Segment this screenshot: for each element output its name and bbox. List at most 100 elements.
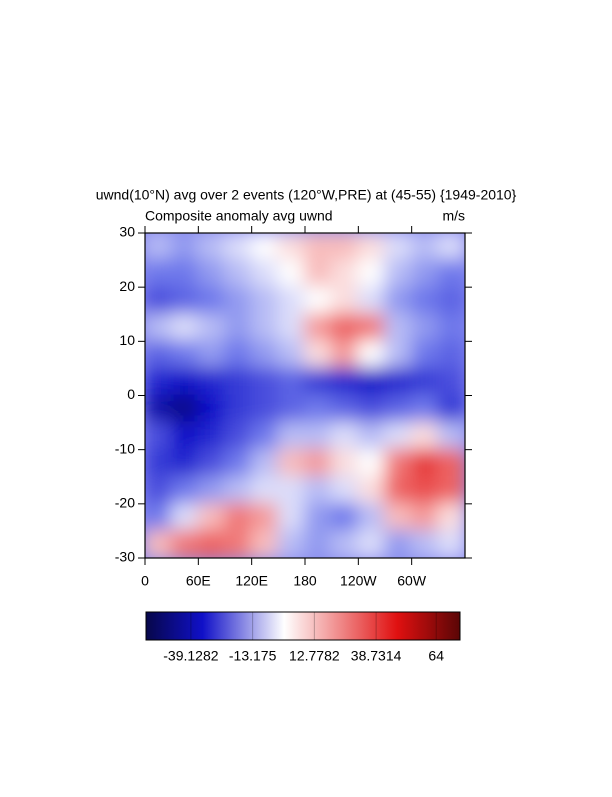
subtitle-right: m/s	[442, 208, 465, 224]
cell	[410, 367, 440, 397]
cell	[304, 394, 333, 424]
cell	[437, 233, 465, 262]
cell	[170, 259, 200, 289]
cell	[277, 448, 306, 478]
cell	[437, 367, 465, 397]
cell	[250, 340, 280, 370]
cell	[170, 529, 200, 558]
cell	[437, 475, 465, 505]
cell	[250, 259, 280, 289]
cell	[145, 367, 173, 397]
cell	[410, 529, 440, 558]
x-tick-label: 180	[293, 573, 317, 589]
cell	[384, 233, 413, 262]
cell	[304, 340, 333, 370]
cell	[224, 367, 253, 397]
cell	[145, 313, 173, 343]
cell	[330, 394, 360, 424]
cell	[410, 421, 440, 451]
cell	[170, 448, 200, 478]
cell	[277, 394, 306, 424]
x-tick-label: 120W	[340, 573, 377, 589]
subtitle-left: Composite anomaly avg uwnd	[145, 208, 333, 224]
cell	[410, 313, 440, 343]
cell	[277, 367, 306, 397]
y-tick-label: 30	[119, 224, 135, 240]
y-tick-label: 20	[119, 278, 135, 294]
cell	[250, 233, 280, 262]
cell	[145, 529, 173, 558]
cell	[224, 313, 253, 343]
cell	[410, 502, 440, 532]
cell	[384, 367, 413, 397]
cell	[357, 233, 386, 262]
cell	[170, 340, 200, 370]
cell	[197, 367, 226, 397]
cell	[437, 448, 465, 478]
cell	[357, 448, 386, 478]
cell	[330, 313, 360, 343]
cell	[277, 340, 306, 370]
cell	[250, 313, 280, 343]
cell	[145, 259, 173, 289]
cell	[304, 502, 333, 532]
cell	[357, 475, 386, 505]
cell	[224, 259, 253, 289]
cell	[250, 529, 280, 558]
cell	[224, 529, 253, 558]
cell	[145, 233, 173, 262]
cell	[330, 233, 360, 262]
y-tick-label: 10	[119, 332, 135, 348]
cell	[304, 475, 333, 505]
cell	[410, 233, 440, 262]
cell	[197, 448, 226, 478]
x-tick-label: 60E	[186, 573, 211, 589]
cells	[145, 233, 465, 558]
cell	[384, 340, 413, 370]
cell	[224, 394, 253, 424]
cell	[330, 286, 360, 316]
cell	[357, 529, 386, 558]
cell	[197, 259, 226, 289]
cell	[437, 529, 465, 558]
cell	[145, 286, 173, 316]
cell	[410, 448, 440, 478]
cell	[250, 448, 280, 478]
cell	[170, 475, 200, 505]
cell	[410, 286, 440, 316]
cell	[330, 421, 360, 451]
cell	[357, 313, 386, 343]
y-tick-label: -10	[115, 440, 135, 456]
cell	[250, 421, 280, 451]
chart-title: uwnd(10°N) avg over 2 events (120°W,PRE)…	[96, 187, 517, 203]
colorbar-label: -13.175	[229, 648, 277, 664]
cell	[277, 421, 306, 451]
cell	[410, 394, 440, 424]
cell	[304, 448, 333, 478]
cell	[197, 394, 226, 424]
cell	[384, 529, 413, 558]
cell	[277, 286, 306, 316]
cell	[197, 286, 226, 316]
cell	[384, 259, 413, 289]
cell	[277, 233, 306, 262]
cell	[330, 367, 360, 397]
cell	[170, 367, 200, 397]
y-tick-label: 0	[127, 386, 135, 402]
cell	[224, 475, 253, 505]
cell	[145, 502, 173, 532]
cell	[437, 394, 465, 424]
field	[145, 233, 465, 558]
cell	[410, 340, 440, 370]
cell	[170, 502, 200, 532]
cell	[197, 313, 226, 343]
cell	[250, 502, 280, 532]
cell	[304, 233, 333, 262]
cell	[330, 340, 360, 370]
cell	[357, 367, 386, 397]
cell	[410, 259, 440, 289]
cell	[330, 475, 360, 505]
colorbar-label: -39.1282	[163, 648, 218, 664]
colorbar-label: 38.7314	[351, 648, 402, 664]
x-tick-label: 120E	[235, 573, 268, 589]
